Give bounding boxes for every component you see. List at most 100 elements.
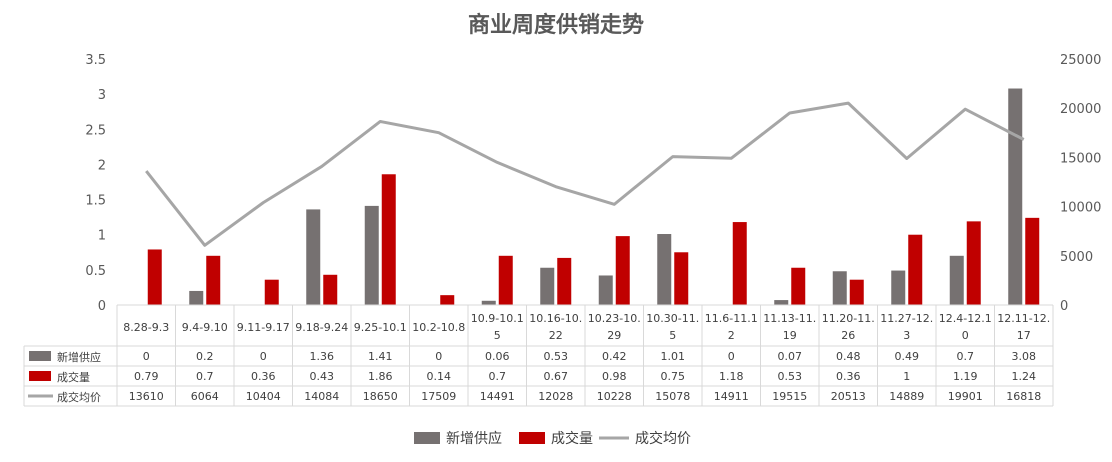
bar-volume xyxy=(908,234,923,305)
legend-key xyxy=(519,432,545,444)
table-cell: 0.36 xyxy=(836,370,861,383)
bar-supply xyxy=(364,205,379,305)
category-label: 26 xyxy=(841,329,855,342)
table-cell: 0.06 xyxy=(485,350,510,363)
category-label: 10.23-10. xyxy=(588,312,641,325)
left-tick-label: 3 xyxy=(98,88,106,103)
table-cell: 1.36 xyxy=(310,350,335,363)
bar-supply xyxy=(949,255,964,305)
category-label: 2 xyxy=(728,329,735,342)
category-label: 8.28-9.3 xyxy=(123,321,169,334)
category-label: 5 xyxy=(669,329,676,342)
left-axis: 0 0.5 1 1.5 2 2.5 3 3.5 xyxy=(85,53,106,314)
table-cell: 0.7 xyxy=(957,350,975,363)
category-label: 11.6-11.1 xyxy=(705,312,758,325)
bar-volume xyxy=(849,279,864,305)
table-cell: 1.18 xyxy=(719,370,744,383)
left-tick-label: 0 xyxy=(98,299,106,314)
bar-supply xyxy=(598,275,613,305)
right-tick-label: 10000 xyxy=(1060,201,1101,216)
table-cell: 0.79 xyxy=(134,370,159,383)
row-key xyxy=(29,351,51,361)
table-cell: 0.48 xyxy=(836,350,861,363)
row-header: 成交量 xyxy=(57,370,90,384)
bar-volume xyxy=(498,255,513,305)
bar-volume xyxy=(1025,217,1040,305)
bar-volume xyxy=(440,295,455,305)
category-label: 10.16-10. xyxy=(529,312,582,325)
table-cell: 0.2 xyxy=(196,350,214,363)
category-label: 10.9-10.1 xyxy=(471,312,524,325)
table-cell: 19901 xyxy=(948,390,983,403)
table-cell: 0.98 xyxy=(602,370,627,383)
right-tick-label: 5000 xyxy=(1060,250,1093,265)
table-cell: 16818 xyxy=(1006,390,1041,403)
table-cell: 20513 xyxy=(831,390,866,403)
table-cell: 10404 xyxy=(246,390,281,403)
bar-supply xyxy=(481,300,496,305)
bar-volume xyxy=(381,174,396,305)
category-label: 17 xyxy=(1017,329,1031,342)
table-cell: 13610 xyxy=(129,390,164,403)
table-cell: 1.41 xyxy=(368,350,393,363)
bar-volume xyxy=(264,279,279,305)
bar-supply xyxy=(832,271,847,305)
table-cell: 0.67 xyxy=(544,370,569,383)
right-tick-label: 15000 xyxy=(1060,151,1101,166)
chart-title: 商业周度供销走势 xyxy=(468,12,644,38)
category-label: 29 xyxy=(607,329,621,342)
table-cell: 0.42 xyxy=(602,350,627,363)
table-cell: 14911 xyxy=(714,390,749,403)
category-label: 11.13-11. xyxy=(763,312,816,325)
table-cell: 0 xyxy=(728,350,735,363)
table-cell: 15078 xyxy=(655,390,690,403)
table-cell: 0 xyxy=(143,350,150,363)
table-cell: 1.19 xyxy=(953,370,978,383)
category-label: 19 xyxy=(783,329,797,342)
category-label: 9.25-10.1 xyxy=(354,321,407,334)
right-tick-label: 0 xyxy=(1060,299,1068,314)
table-cell: 6064 xyxy=(191,390,219,403)
table-cell: 1.86 xyxy=(368,370,393,383)
bar-volume xyxy=(206,255,221,305)
table-cell: 14084 xyxy=(304,390,339,403)
table-cell: 1 xyxy=(903,370,910,383)
table-cell: 17509 xyxy=(421,390,456,403)
row-key xyxy=(29,371,51,381)
right-tick-label: 20000 xyxy=(1060,102,1101,117)
category-label: 9.11-9.17 xyxy=(237,321,290,334)
table-cell: 0 xyxy=(260,350,267,363)
data-table: 8.28-9.3 9.4-9.10 9.11-9.17 9.18-9.24 9.25-1… xyxy=(23,304,1054,407)
legend-label: 成交量 xyxy=(551,430,593,447)
category-label: 12.4-12.1 xyxy=(939,312,992,325)
table-cell: 19515 xyxy=(772,390,807,403)
row-header: 新增供应 xyxy=(57,350,101,364)
bar-volume xyxy=(966,221,981,305)
bar-volume xyxy=(323,274,338,305)
table-cell: 1.01 xyxy=(661,350,686,363)
category-label: 3 xyxy=(903,329,910,342)
table-cell: 0 xyxy=(435,350,442,363)
table-cell: 14491 xyxy=(480,390,515,403)
category-label: 11.20-11. xyxy=(822,312,875,325)
left-tick-label: 0.5 xyxy=(85,264,106,279)
table-cell: 18650 xyxy=(363,390,398,403)
bar-volume xyxy=(557,257,572,305)
category-label: 0 xyxy=(962,329,969,342)
legend-label: 成交均价 xyxy=(635,430,691,447)
category-label: 10.30-11. xyxy=(646,312,699,325)
right-tick-label: 25000 xyxy=(1060,53,1101,68)
legend: 新增供应 成交量 成交均价 xyxy=(414,430,691,447)
left-tick-label: 3.5 xyxy=(85,53,106,68)
bar-supply xyxy=(657,234,672,305)
category-label: 10.2-10.8 xyxy=(412,321,465,334)
table-cell: 3.08 xyxy=(1012,350,1037,363)
table-cell: 0.36 xyxy=(251,370,276,383)
legend-label: 新增供应 xyxy=(446,430,502,447)
right-axis: 0 5000 10000 15000 20000 25000 xyxy=(1060,53,1101,314)
table-cell: 0.53 xyxy=(544,350,569,363)
table-cell: 0.7 xyxy=(196,370,214,383)
category-label: 11.27-12. xyxy=(880,312,933,325)
table-cell: 10228 xyxy=(597,390,632,403)
